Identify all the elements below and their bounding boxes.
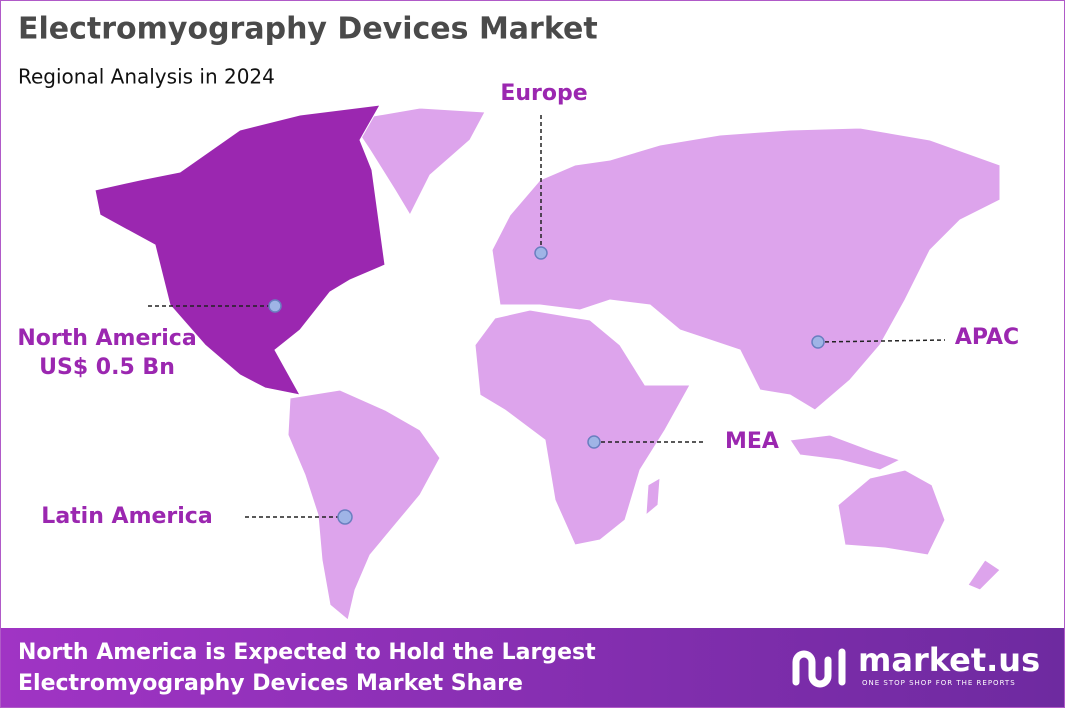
region-marker xyxy=(337,509,353,525)
region-marker xyxy=(268,299,282,313)
callouts: North America US$ 0.5 Bn Europe APAC MEA… xyxy=(17,81,1019,529)
logo-text: market.us xyxy=(858,641,1040,679)
logo-mark xyxy=(792,650,832,688)
region-label: APAC xyxy=(955,325,1019,350)
madagascar xyxy=(645,477,661,517)
greenland xyxy=(349,107,486,217)
eurasia xyxy=(491,127,1001,411)
region-marker xyxy=(811,335,825,349)
logo-tagline: ONE STOP SHOP FOR THE REPORTS xyxy=(862,679,1016,687)
subtitle: Regional Analysis in 2024 xyxy=(18,65,275,89)
north-america xyxy=(94,104,386,396)
region-value: US$ 0.5 Bn xyxy=(39,355,175,380)
region-label: Latin America xyxy=(41,504,212,529)
footer-text: Electromyography Devices Market Share xyxy=(18,671,523,696)
logo-icon xyxy=(792,648,846,688)
new-zealand xyxy=(967,559,1001,591)
footer-band xyxy=(1,628,1064,707)
australia xyxy=(837,469,946,556)
south-america xyxy=(287,389,441,621)
title: Electromyography Devices Market xyxy=(18,12,598,47)
africa xyxy=(474,309,691,546)
world-map xyxy=(94,104,1001,621)
leader-line xyxy=(817,339,946,343)
footer-text: North America is Expected to Hold the La… xyxy=(18,640,596,665)
region-label: MEA xyxy=(725,429,779,454)
indonesia xyxy=(789,434,902,471)
region-label: Europe xyxy=(500,81,587,106)
region-label: North America xyxy=(17,326,196,351)
region-marker xyxy=(534,246,548,260)
region-marker xyxy=(587,435,601,449)
